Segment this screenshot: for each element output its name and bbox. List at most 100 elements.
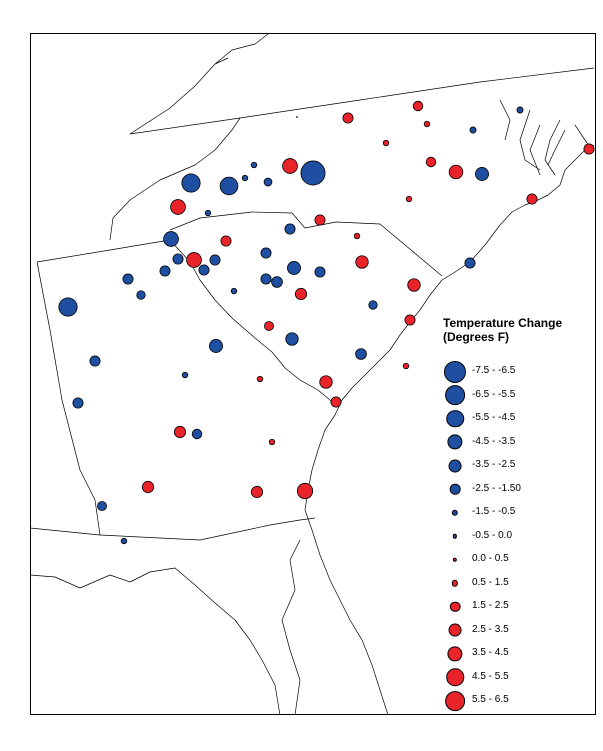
station-marker — [136, 290, 146, 300]
ga-sc-border — [169, 239, 337, 406]
station-marker — [300, 160, 326, 186]
legend-item: 5.5 - 6.5 — [443, 689, 593, 713]
station-marker — [405, 195, 413, 203]
ga-fl-border — [29, 517, 316, 541]
legend-symbol — [443, 384, 467, 408]
station-marker — [260, 273, 272, 285]
legend-label: 2.5 - 3.5 — [472, 623, 509, 635]
legend-title-line2: (Degrees F) — [443, 330, 510, 344]
station-marker — [256, 375, 264, 383]
station-marker — [294, 287, 308, 301]
legend-label: -7.5 - -6.5 — [472, 365, 516, 376]
legend-symbol — [443, 525, 467, 549]
legend-item: 1.5 - 2.5 — [443, 595, 593, 619]
legend-symbol — [443, 407, 467, 431]
legend-label: -3.5 - -2.5 — [472, 459, 516, 470]
station-marker — [260, 247, 272, 259]
station-marker — [583, 143, 595, 155]
station-marker — [198, 264, 210, 276]
station-marker — [368, 300, 378, 310]
legend-label: -2.5 - -1.50 — [472, 482, 521, 494]
legend-label: 5.5 - 6.5 — [472, 694, 509, 705]
legend-label: 4.5 - 5.5 — [472, 670, 509, 682]
legend-symbol — [443, 360, 467, 384]
station-marker — [181, 371, 189, 379]
station-marker — [526, 193, 538, 205]
map-frame — [30, 33, 596, 715]
legend-item: -4.5 - -3.5 — [443, 431, 593, 455]
legend-symbol — [443, 478, 467, 502]
legend-item: 3.5 - 4.5 — [443, 642, 593, 666]
station-marker — [475, 167, 489, 181]
legend-circle — [447, 646, 463, 662]
station-marker — [282, 158, 298, 174]
station-marker — [271, 276, 283, 288]
legend-item: -6.5 - -5.5 — [443, 384, 593, 408]
station-marker — [448, 164, 464, 180]
legend-label: 1.5 - 2.5 — [472, 600, 509, 611]
legend-circle — [449, 483, 461, 495]
legend-circle — [448, 459, 462, 473]
legend-title-line1: Temperature Change — [443, 316, 563, 330]
station-marker — [284, 223, 296, 235]
legend-label: 0.5 - 1.5 — [472, 576, 509, 588]
legend-circle — [447, 434, 463, 450]
legend-symbol — [443, 689, 467, 713]
station-marker — [172, 253, 184, 265]
station-marker — [330, 396, 342, 408]
legend-item: -3.5 - -2.5 — [443, 454, 593, 478]
legend-item: 4.5 - 5.5 — [443, 666, 593, 690]
station-marker — [264, 321, 274, 331]
station-marker — [296, 116, 298, 118]
station-marker — [319, 375, 333, 389]
station-marker — [263, 177, 273, 187]
legend: Temperature Change (Degrees F) -7.5 - -6… — [443, 316, 593, 713]
nc-sc-border — [169, 211, 443, 277]
station-marker — [423, 120, 431, 128]
legend-circle — [452, 557, 458, 562]
station-marker — [353, 232, 361, 240]
station-marker — [342, 112, 354, 124]
legend-item: -5.5 - -4.5 — [443, 407, 593, 431]
legend-symbol — [443, 548, 467, 572]
station-marker — [250, 161, 258, 169]
station-marker — [241, 174, 249, 182]
station-marker — [355, 255, 369, 269]
station-marker — [219, 176, 239, 196]
station-marker — [204, 209, 212, 217]
legend-item: -0.5 - 0.0 — [443, 525, 593, 549]
fl-inner — [281, 539, 301, 716]
station-marker — [404, 314, 416, 326]
legend-label: -5.5 - -4.5 — [472, 412, 516, 423]
station-marker — [285, 332, 299, 346]
legend-symbol — [443, 642, 467, 666]
legend-item: 0.5 - 1.5 — [443, 572, 593, 596]
legend-label: -0.5 - 0.0 — [472, 529, 513, 541]
station-marker — [469, 126, 477, 134]
station-marker — [72, 397, 84, 409]
legend-circle — [443, 360, 467, 383]
legend-item: 0.0 - 0.5 — [443, 548, 593, 572]
station-marker — [141, 480, 155, 494]
station-marker — [314, 266, 326, 278]
legend-circle — [446, 410, 464, 428]
station-marker — [230, 287, 238, 295]
outer-banks — [499, 99, 593, 176]
station-marker — [464, 257, 476, 269]
station-marker — [181, 173, 201, 193]
station-marker — [287, 261, 301, 275]
legend-item: -7.5 - -6.5 — [443, 360, 593, 384]
legend-symbol — [443, 666, 467, 690]
legend-item: -1.5 - -0.5 — [443, 501, 593, 525]
station-marker — [268, 438, 276, 446]
legend-circle — [448, 623, 462, 637]
legend-symbol — [443, 454, 467, 478]
legend-circle — [451, 509, 459, 516]
station-marker — [382, 139, 390, 147]
legend-symbol — [443, 501, 467, 525]
tn-ga-border — [36, 239, 171, 263]
legend-item: -2.5 - -1.50 — [443, 478, 593, 502]
legend-item: 2.5 - 3.5 — [443, 619, 593, 643]
station-marker — [402, 362, 410, 370]
va-west-border — [129, 33, 269, 135]
